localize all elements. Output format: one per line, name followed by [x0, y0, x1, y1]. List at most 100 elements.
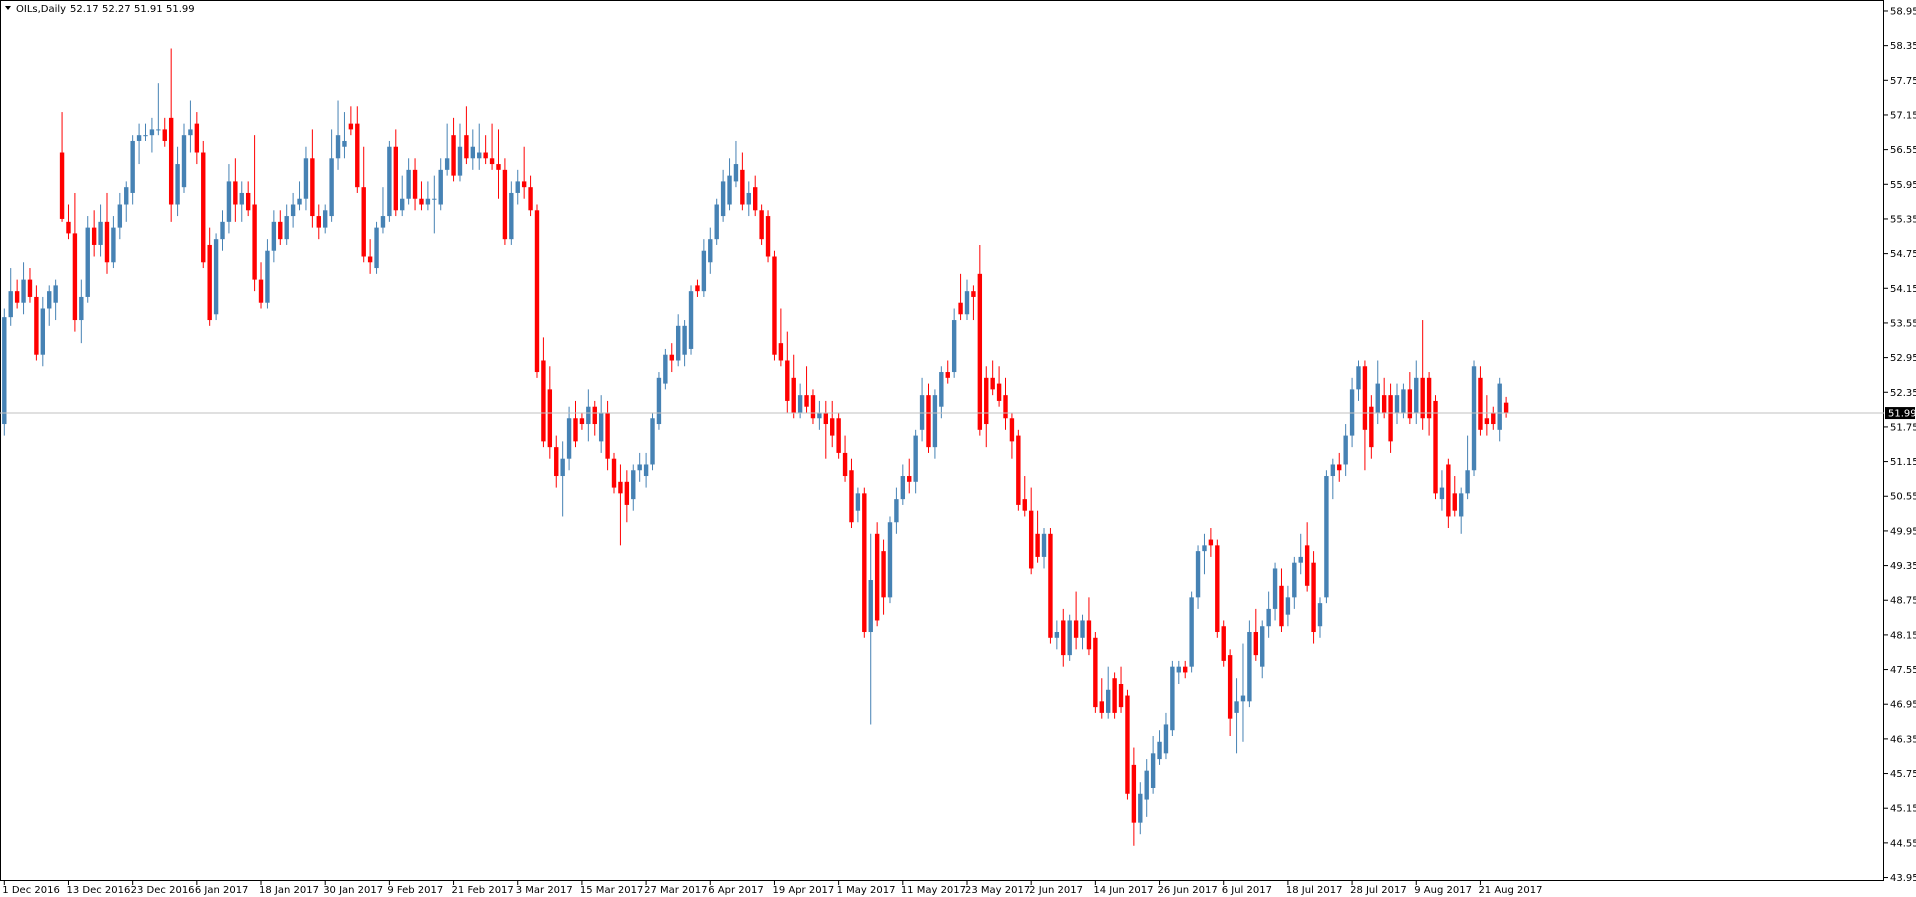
candle-body [887, 522, 893, 598]
y-tick-label: 55.95 [1890, 180, 1916, 191]
candle-body [1381, 395, 1387, 413]
symbol: OILs,Daily [16, 4, 66, 15]
candle-body [149, 129, 155, 136]
candle-body [477, 152, 482, 159]
y-tick-label: 48.75 [1890, 596, 1916, 607]
candle-body [663, 354, 668, 384]
candle-body [830, 418, 835, 436]
candle-body [1266, 608, 1271, 627]
candle-body [1458, 493, 1464, 517]
candle-body [1093, 637, 1098, 708]
candle-body [79, 296, 84, 321]
candle-body [772, 256, 777, 355]
x-tick-label: 23 May 2017 [965, 885, 1030, 896]
candle-body [34, 296, 39, 355]
candle-body [265, 250, 270, 303]
candle-body [1471, 366, 1477, 471]
candle-body [489, 158, 495, 165]
y-tick-label: 57.75 [1890, 76, 1916, 87]
candle-body [1170, 666, 1175, 731]
candle-body [675, 325, 681, 361]
candle-body [1195, 551, 1201, 598]
candle-body [919, 395, 925, 430]
candle-body [136, 135, 142, 141]
candle-body [1343, 435, 1348, 465]
y-tick-label: 56.55 [1890, 145, 1916, 156]
candle-body [990, 377, 995, 390]
candle-body [682, 325, 687, 355]
candle-body [1362, 366, 1368, 430]
candle-body [631, 470, 636, 500]
candle-body [239, 192, 244, 205]
candle-body [1099, 701, 1104, 713]
candle-body [194, 123, 200, 153]
candle-body [40, 308, 46, 355]
candle-body [290, 204, 296, 217]
candle-body [1157, 741, 1162, 760]
candle-body [59, 152, 65, 219]
candle-body [842, 452, 848, 477]
y-tick-label: 50.55 [1890, 492, 1916, 503]
candle-body [1446, 464, 1451, 517]
candle-body [958, 302, 963, 315]
candle-body [438, 169, 443, 205]
candle-body [720, 181, 726, 217]
candle-body [258, 279, 264, 303]
candle-body [964, 291, 970, 315]
candle-body [785, 360, 790, 401]
candle-body [361, 187, 366, 257]
x-tick-label: 28 Jul 2017 [1350, 885, 1407, 896]
x-tick-label: 6 Apr 2017 [708, 885, 763, 896]
y-tick-label: 57.15 [1890, 110, 1916, 121]
candle-body [1041, 533, 1047, 557]
candle-body [245, 192, 251, 211]
candle-body [1189, 597, 1194, 667]
candle-body [188, 129, 193, 136]
x-tick-label: 2 Jun 2017 [1029, 885, 1083, 896]
candle-body [605, 412, 610, 459]
candle-body [849, 470, 854, 523]
candle-body [881, 551, 886, 598]
candle-body [823, 412, 829, 425]
candle-body [233, 181, 238, 205]
candle-body [323, 210, 328, 228]
candle-body [1452, 493, 1457, 511]
candle-body [1131, 764, 1137, 823]
candle-body [1105, 689, 1111, 713]
candle-body [27, 279, 33, 297]
candle-body [611, 458, 617, 488]
candle-body [156, 129, 161, 131]
candle-body [586, 406, 591, 425]
candle-body [1414, 377, 1419, 413]
candle-body [1022, 499, 1027, 511]
candle-body [226, 181, 232, 222]
candle-body [1183, 666, 1188, 673]
candle-body [939, 372, 944, 407]
candle-body [1202, 545, 1207, 552]
candle-body [303, 158, 309, 199]
candle-body [733, 164, 739, 182]
candle-body [1208, 539, 1214, 546]
price-label: 51.99 [1888, 409, 1916, 420]
x-tick-label: 3 Mar 2017 [516, 885, 573, 896]
candle-body [932, 395, 938, 448]
candle-body [579, 418, 585, 425]
candle-body [836, 418, 841, 453]
candle-body [765, 216, 771, 257]
y-tick-label: 46.35 [1890, 734, 1916, 745]
candle-body [727, 175, 732, 205]
candle-body [971, 291, 976, 297]
candle-body [393, 146, 398, 211]
candle-body [1118, 684, 1124, 708]
y-tick-label: 51.75 [1890, 422, 1916, 433]
candle-body [1048, 533, 1053, 638]
candle-body [470, 146, 476, 159]
candle-body [1150, 753, 1156, 788]
candle-body [650, 418, 655, 465]
candle-body [1356, 366, 1361, 390]
candle-body [207, 244, 212, 321]
candle-body [1407, 389, 1413, 419]
candle-body [380, 216, 386, 228]
x-tick-label: 14 Jun 2017 [1093, 885, 1153, 896]
